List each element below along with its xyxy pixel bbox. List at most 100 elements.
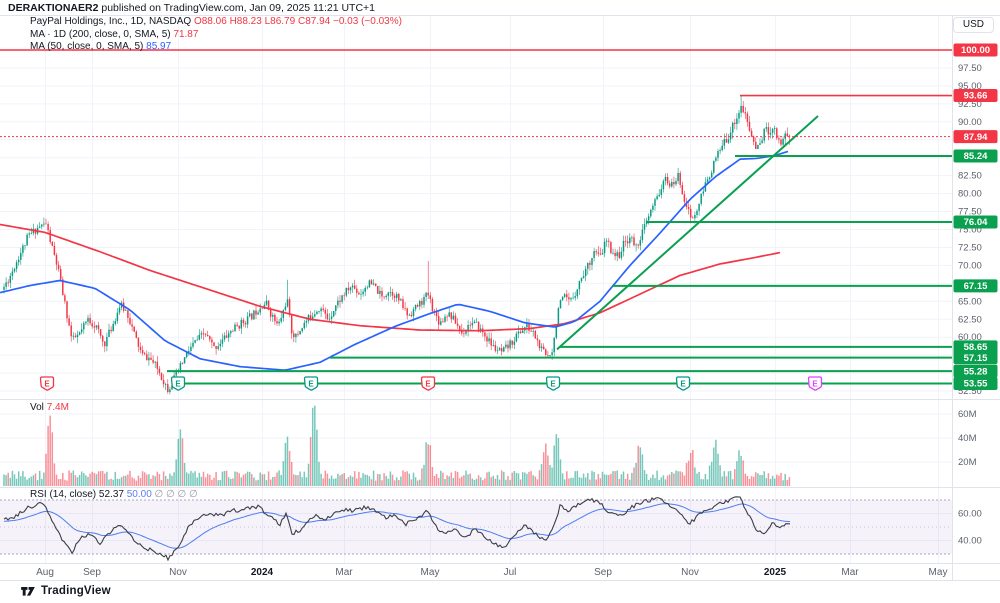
price-level-badge-label: 58.65 — [964, 342, 988, 353]
earnings-marker-letter: E — [308, 379, 314, 388]
time-axis-label: Mar — [841, 567, 859, 578]
time-axis-label: Mar — [335, 567, 353, 578]
price-tick-label: 62.50 — [958, 314, 982, 325]
price-tick-label: 75.00 — [958, 225, 982, 236]
legend-symbol-row[interactable]: PayPal Holdings, Inc., 1D, NASDAQ O88.06… — [30, 16, 402, 28]
volume-bars-down — [7, 415, 791, 486]
currency-button[interactable]: USD — [952, 17, 994, 33]
price-tick-label: 72.50 — [958, 242, 982, 253]
legend-ma50-row[interactable]: MA (50, close, 0, SMA, 5) 85.97 — [30, 41, 402, 53]
ma200-label: MA · 1D (200, close, 0, SMA, 5) — [30, 28, 174, 40]
rsi-tick-label: 40.00 — [958, 536, 982, 547]
time-axis-label: May — [929, 567, 948, 578]
earnings-marker[interactable] — [420, 376, 436, 391]
rsi-label: RSI (14, close) — [30, 489, 99, 500]
tradingview-logo-icon[interactable] — [20, 583, 36, 599]
rsi-tick-label: 60.00 — [958, 509, 982, 520]
volume-value: 7.4M — [46, 402, 69, 413]
time-axis-label: 2024 — [251, 567, 274, 578]
price-level-badge — [953, 215, 998, 229]
header-username: DERAKTIONAER2 — [8, 2, 99, 14]
earnings-marker-letter: E — [44, 379, 50, 388]
price-level-badge-label: 67.15 — [964, 281, 988, 292]
price-level-badge — [953, 340, 998, 354]
symbol-title: PayPal Holdings, Inc., 1D, NASDAQ — [30, 16, 194, 27]
price-level-badge-label: 55.28 — [964, 366, 988, 377]
volume-tick-label: 40M — [958, 433, 977, 444]
price-level-badge-label: 57.15 — [964, 353, 988, 364]
time-axis-label: Nov — [681, 567, 699, 578]
time-axis-label: Jul — [504, 567, 517, 578]
ohlc-high: H88.23 — [229, 16, 265, 27]
ohlc-low: L86.79 — [264, 16, 298, 27]
price-tick-label: 92.50 — [958, 99, 982, 110]
ma50-label: MA (50, close, 0, SMA, 5) — [30, 41, 147, 52]
rsi-value: 52.37 — [98, 489, 127, 500]
price-tick-label: 60.00 — [958, 332, 982, 343]
price-level-badge — [953, 149, 998, 163]
earnings-marker-letter: E — [812, 379, 818, 388]
earnings-marker[interactable] — [303, 376, 319, 391]
rsi-empty-values: ∅ ∅ ∅ ∅ — [154, 489, 198, 500]
price-level-badge-label: 93.66 — [964, 91, 988, 102]
ohlc-change: −0.03 (−0.03%) — [333, 16, 402, 27]
price-tick-label: 97.50 — [958, 63, 982, 74]
earnings-marker-letter: E — [680, 379, 686, 388]
volume-legend[interactable]: Vol 7.4M — [30, 402, 69, 413]
price-level-badge — [953, 364, 998, 378]
volume-tick-label: 60M — [958, 409, 977, 420]
price-tick-label: 95.00 — [958, 81, 982, 92]
price-level-badge-label: 53.55 — [964, 379, 988, 390]
price-axis[interactable] — [952, 16, 1000, 564]
earnings-marker[interactable] — [675, 376, 691, 391]
price-level-badge-label: 87.94 — [964, 132, 988, 143]
trendline[interactable] — [556, 115, 819, 351]
rsi-line[interactable] — [3, 496, 790, 562]
earnings-marker[interactable] — [545, 376, 561, 391]
earnings-marker-letter: E — [425, 379, 431, 388]
ohlc-close: C87.94 — [297, 16, 333, 27]
ma200-value: 71.87 — [173, 28, 199, 40]
legend: PayPal Holdings, Inc., 1D, NASDAQ O88.06… — [30, 16, 402, 54]
time-axis-label: Sep — [83, 567, 101, 578]
price-tick-label: 52.50 — [958, 386, 982, 397]
rsi-ma-line[interactable] — [3, 503, 791, 549]
candle-bodies-down — [7, 105, 791, 393]
rsi-legend[interactable]: RSI (14, close) 52.37 50.00 ∅ ∅ ∅ ∅ — [30, 489, 198, 500]
rsi-ma-value: 50.00 — [126, 489, 155, 500]
time-axis-label: Sep — [594, 567, 612, 578]
header-publish-info: published on TradingView.com, Jan 09, 20… — [98, 2, 376, 14]
time-axis-label: 2025 — [764, 567, 787, 578]
volume-bars-up — [3, 405, 786, 486]
earnings-marker[interactable] — [170, 376, 186, 391]
price-tick-label: 90.00 — [958, 117, 982, 128]
time-axis[interactable] — [0, 564, 1000, 581]
header-bar: DERAKTIONAER2 published on TradingView.c… — [8, 2, 375, 14]
price-level-badge-label: 76.04 — [964, 217, 988, 228]
price-tick-label: 82.50 — [958, 171, 982, 182]
ma50-value: 85.97 — [146, 41, 172, 52]
price-level-badge — [953, 377, 998, 391]
earnings-marker-letter: E — [175, 379, 181, 388]
price-tick-label: 70.00 — [958, 260, 982, 271]
price-tick-label: 65.00 — [958, 296, 982, 307]
time-axis-label: Aug — [36, 567, 54, 578]
volume-label: Vol — [30, 402, 47, 413]
volume-tick-label: 20M — [958, 457, 977, 468]
time-axis-label: Nov — [169, 567, 187, 578]
price-tick-label: 77.50 — [958, 207, 982, 218]
candle-wicks-up — [3, 95, 786, 395]
tradingview-logo-text[interactable]: TradingView — [41, 585, 111, 597]
price-level-badge-label: 85.24 — [964, 151, 988, 162]
earnings-marker[interactable] — [807, 376, 823, 391]
legend-ma200-row[interactable]: MA · 1D (200, close, 0, SMA, 5) 71.87 — [30, 29, 402, 41]
price-level-badge — [953, 43, 998, 57]
footer: TradingView — [20, 583, 111, 599]
price-level-badge — [953, 279, 998, 293]
ma-50-line[interactable] — [0, 150, 789, 371]
price-level-badge — [953, 351, 998, 365]
earnings-marker[interactable] — [39, 376, 55, 391]
time-axis-label: May — [421, 567, 440, 578]
